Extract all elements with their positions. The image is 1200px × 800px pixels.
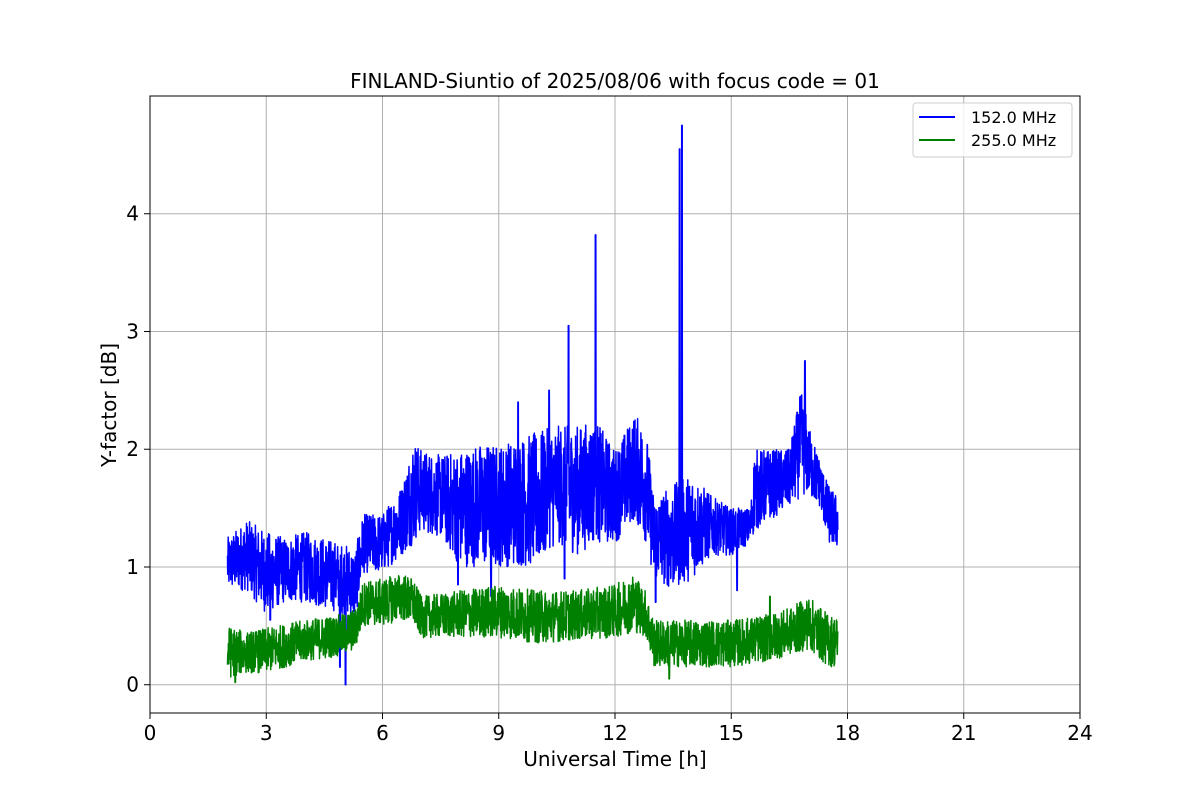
y-tick-label: 0 bbox=[126, 673, 139, 697]
x-tick-label: 12 bbox=[602, 721, 627, 745]
y-tick-label: 4 bbox=[126, 202, 139, 226]
plot-series bbox=[226, 124, 839, 686]
series-line bbox=[226, 574, 839, 684]
legend-label-152mhz: 152.0 MHz bbox=[971, 108, 1056, 127]
x-tick-label: 24 bbox=[1067, 721, 1092, 745]
y-axis-label: Y-factor [dB] bbox=[97, 343, 121, 468]
x-tick-label: 21 bbox=[951, 721, 976, 745]
x-tick-label: 0 bbox=[144, 721, 157, 745]
legend-label-255mhz: 255.0 MHz bbox=[971, 131, 1056, 150]
x-tick-label: 18 bbox=[835, 721, 860, 745]
y-tick-label: 2 bbox=[126, 437, 139, 461]
y-tick-label: 1 bbox=[126, 555, 139, 579]
x-tick-label: 9 bbox=[492, 721, 505, 745]
y-tick-label: 3 bbox=[126, 319, 139, 343]
legend: 152.0 MHz 255.0 MHz bbox=[912, 102, 1073, 158]
x-axis-label: Universal Time [h] bbox=[523, 747, 706, 771]
chart-title: FINLAND-Siuntio of 2025/08/06 with focus… bbox=[350, 69, 880, 93]
x-tick-label: 6 bbox=[376, 721, 389, 745]
x-tick-label: 15 bbox=[719, 721, 744, 745]
series-line bbox=[226, 124, 839, 686]
x-tick-label: 3 bbox=[260, 721, 273, 745]
